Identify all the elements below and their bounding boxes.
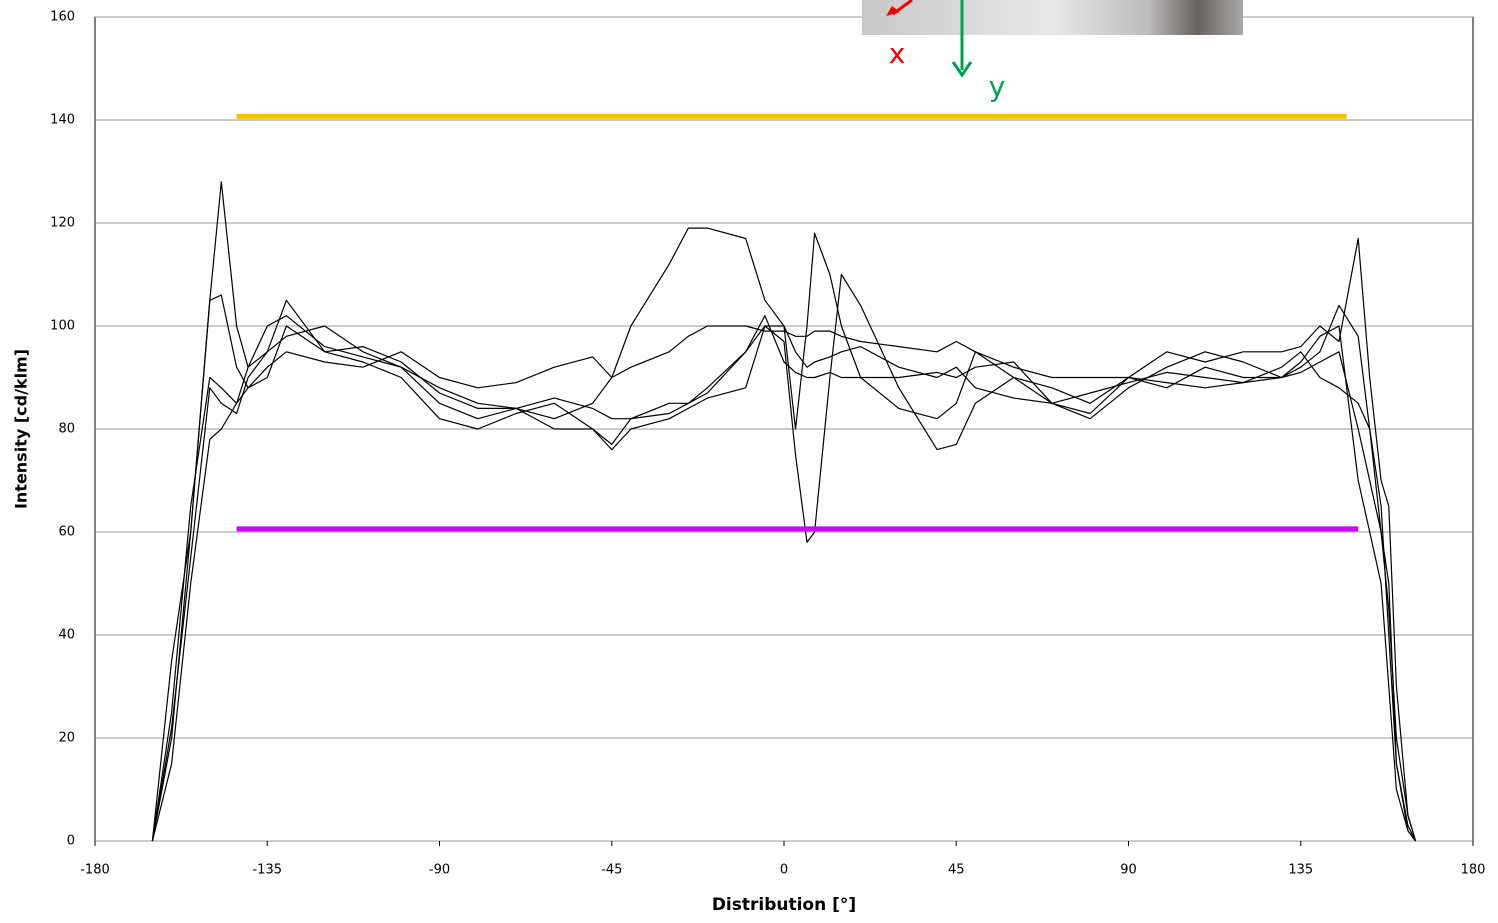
y-tick-label: 120 xyxy=(50,216,75,231)
x-tick-label: 45 xyxy=(948,863,965,878)
y-tick-label: 0 xyxy=(67,834,75,849)
data-line xyxy=(152,233,1415,841)
data-line xyxy=(152,182,1415,841)
y-axis-label: Intensity [cd/klm] xyxy=(12,349,31,509)
y-tick-label: 80 xyxy=(58,422,75,437)
x-tick-label: 135 xyxy=(1288,863,1313,878)
x-axis-label: Distribution [°] xyxy=(712,895,856,915)
y-tick-label: 140 xyxy=(50,113,75,128)
x-tick-label: -180 xyxy=(80,863,110,878)
axis-annotation: x xyxy=(889,37,906,70)
x-tick-label: -45 xyxy=(601,863,622,878)
y-tick-label: 40 xyxy=(58,628,75,643)
inset-photo xyxy=(862,0,1243,35)
x-tick-label: 180 xyxy=(1461,863,1486,878)
y-tick-label: 160 xyxy=(50,10,75,25)
y-tick-label: 60 xyxy=(58,525,75,540)
y-tick-label: 20 xyxy=(58,731,75,746)
x-tick-label: 90 xyxy=(1120,863,1137,878)
chart: x y Distribution [°] Intensity [cd/klm] … xyxy=(0,0,1498,919)
data-line xyxy=(152,326,1415,841)
y-tick-label: 100 xyxy=(50,319,75,334)
x-tick-label: -90 xyxy=(429,863,450,878)
data-line xyxy=(152,275,1415,842)
x-tick-label: 0 xyxy=(780,863,788,878)
x-tick-label: -135 xyxy=(252,863,282,878)
axis-annotation: y xyxy=(989,70,1006,103)
